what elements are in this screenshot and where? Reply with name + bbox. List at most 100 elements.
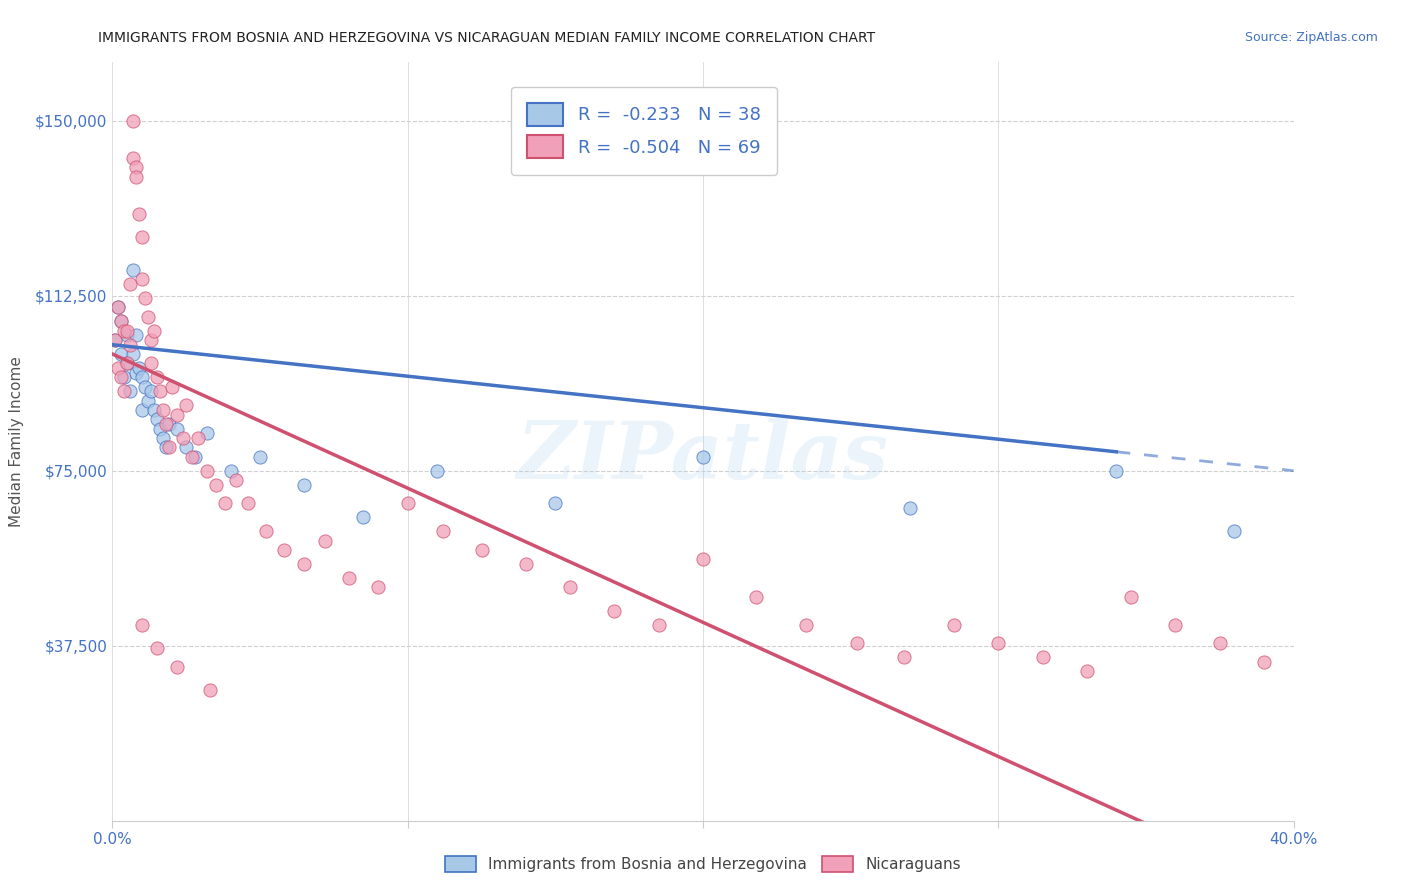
Point <box>134 291 156 305</box>
Point <box>337 571 360 585</box>
Point <box>166 422 188 436</box>
Point <box>1076 665 1098 679</box>
Point <box>142 324 165 338</box>
Y-axis label: Median Family Income: Median Family Income <box>8 356 24 527</box>
Point <box>128 207 150 221</box>
Point <box>1223 524 1246 539</box>
Point <box>122 263 145 277</box>
Point <box>120 337 142 351</box>
Point <box>122 151 145 165</box>
Point <box>254 524 277 539</box>
Point <box>117 324 138 338</box>
Point <box>131 370 153 384</box>
Point <box>195 426 218 441</box>
Point <box>314 533 336 548</box>
Point <box>745 590 768 604</box>
Point <box>1105 464 1128 478</box>
Point <box>117 356 138 370</box>
Point <box>292 557 315 571</box>
Point <box>107 361 129 376</box>
Point <box>131 617 153 632</box>
Point <box>174 441 197 455</box>
Point <box>166 659 188 673</box>
Point <box>104 333 127 347</box>
Point <box>152 431 174 445</box>
Point <box>367 580 389 594</box>
Point <box>157 441 180 455</box>
Point <box>987 636 1010 650</box>
Point <box>120 384 142 399</box>
Point <box>558 580 582 594</box>
Point <box>128 361 150 376</box>
Point <box>249 450 271 464</box>
Point <box>110 314 132 328</box>
Point <box>110 347 132 361</box>
Point <box>195 464 218 478</box>
Point <box>112 370 135 384</box>
Point <box>149 422 172 436</box>
Point <box>139 333 162 347</box>
Point <box>1208 636 1232 650</box>
Point <box>187 431 209 445</box>
Point <box>160 380 183 394</box>
Point <box>104 333 127 347</box>
Point <box>131 272 153 286</box>
Point <box>214 496 236 510</box>
Point <box>110 314 132 328</box>
Point <box>942 617 965 632</box>
Point <box>172 431 194 445</box>
Point <box>146 370 169 384</box>
Point <box>184 450 207 464</box>
Point <box>174 398 197 412</box>
Point <box>845 636 868 650</box>
Point <box>692 552 714 566</box>
Point <box>152 403 174 417</box>
Point <box>107 301 129 315</box>
Point <box>122 347 145 361</box>
Point <box>139 356 162 370</box>
Point <box>225 473 247 487</box>
Point <box>155 441 177 455</box>
Point <box>432 524 454 539</box>
Point <box>125 328 148 343</box>
Point <box>125 366 148 380</box>
Point <box>238 496 260 510</box>
Point <box>198 683 221 698</box>
Point <box>1119 590 1142 604</box>
Point <box>426 464 449 478</box>
Point <box>134 380 156 394</box>
Point <box>112 384 135 399</box>
Point <box>131 403 153 417</box>
Point <box>898 501 921 516</box>
Point <box>893 650 915 665</box>
Point <box>149 384 172 399</box>
Point <box>122 113 145 128</box>
Point <box>142 403 165 417</box>
Point <box>796 617 818 632</box>
Point <box>166 408 188 422</box>
Point <box>396 496 419 510</box>
Point <box>131 230 153 244</box>
Text: Source: ZipAtlas.com: Source: ZipAtlas.com <box>1244 31 1378 45</box>
Point <box>647 617 671 632</box>
Point <box>139 384 162 399</box>
Point <box>1032 650 1054 665</box>
Point <box>470 543 494 558</box>
Point <box>273 543 295 558</box>
Point <box>146 412 169 426</box>
Point <box>117 328 138 343</box>
Legend: R =  -0.233   N = 38, R =  -0.504   N = 69: R = -0.233 N = 38, R = -0.504 N = 69 <box>510 87 778 175</box>
Point <box>219 464 242 478</box>
Point <box>544 496 567 510</box>
Point <box>205 477 228 491</box>
Text: IMMIGRANTS FROM BOSNIA AND HERZEGOVINA VS NICARAGUAN MEDIAN FAMILY INCOME CORREL: IMMIGRANTS FROM BOSNIA AND HERZEGOVINA V… <box>98 31 876 45</box>
Point <box>125 169 148 184</box>
Point <box>181 450 204 464</box>
Point <box>157 417 180 431</box>
Point <box>136 310 159 324</box>
Point <box>146 640 169 655</box>
Point <box>107 301 129 315</box>
Point <box>110 370 132 384</box>
Point <box>155 417 177 431</box>
Point <box>352 510 374 524</box>
